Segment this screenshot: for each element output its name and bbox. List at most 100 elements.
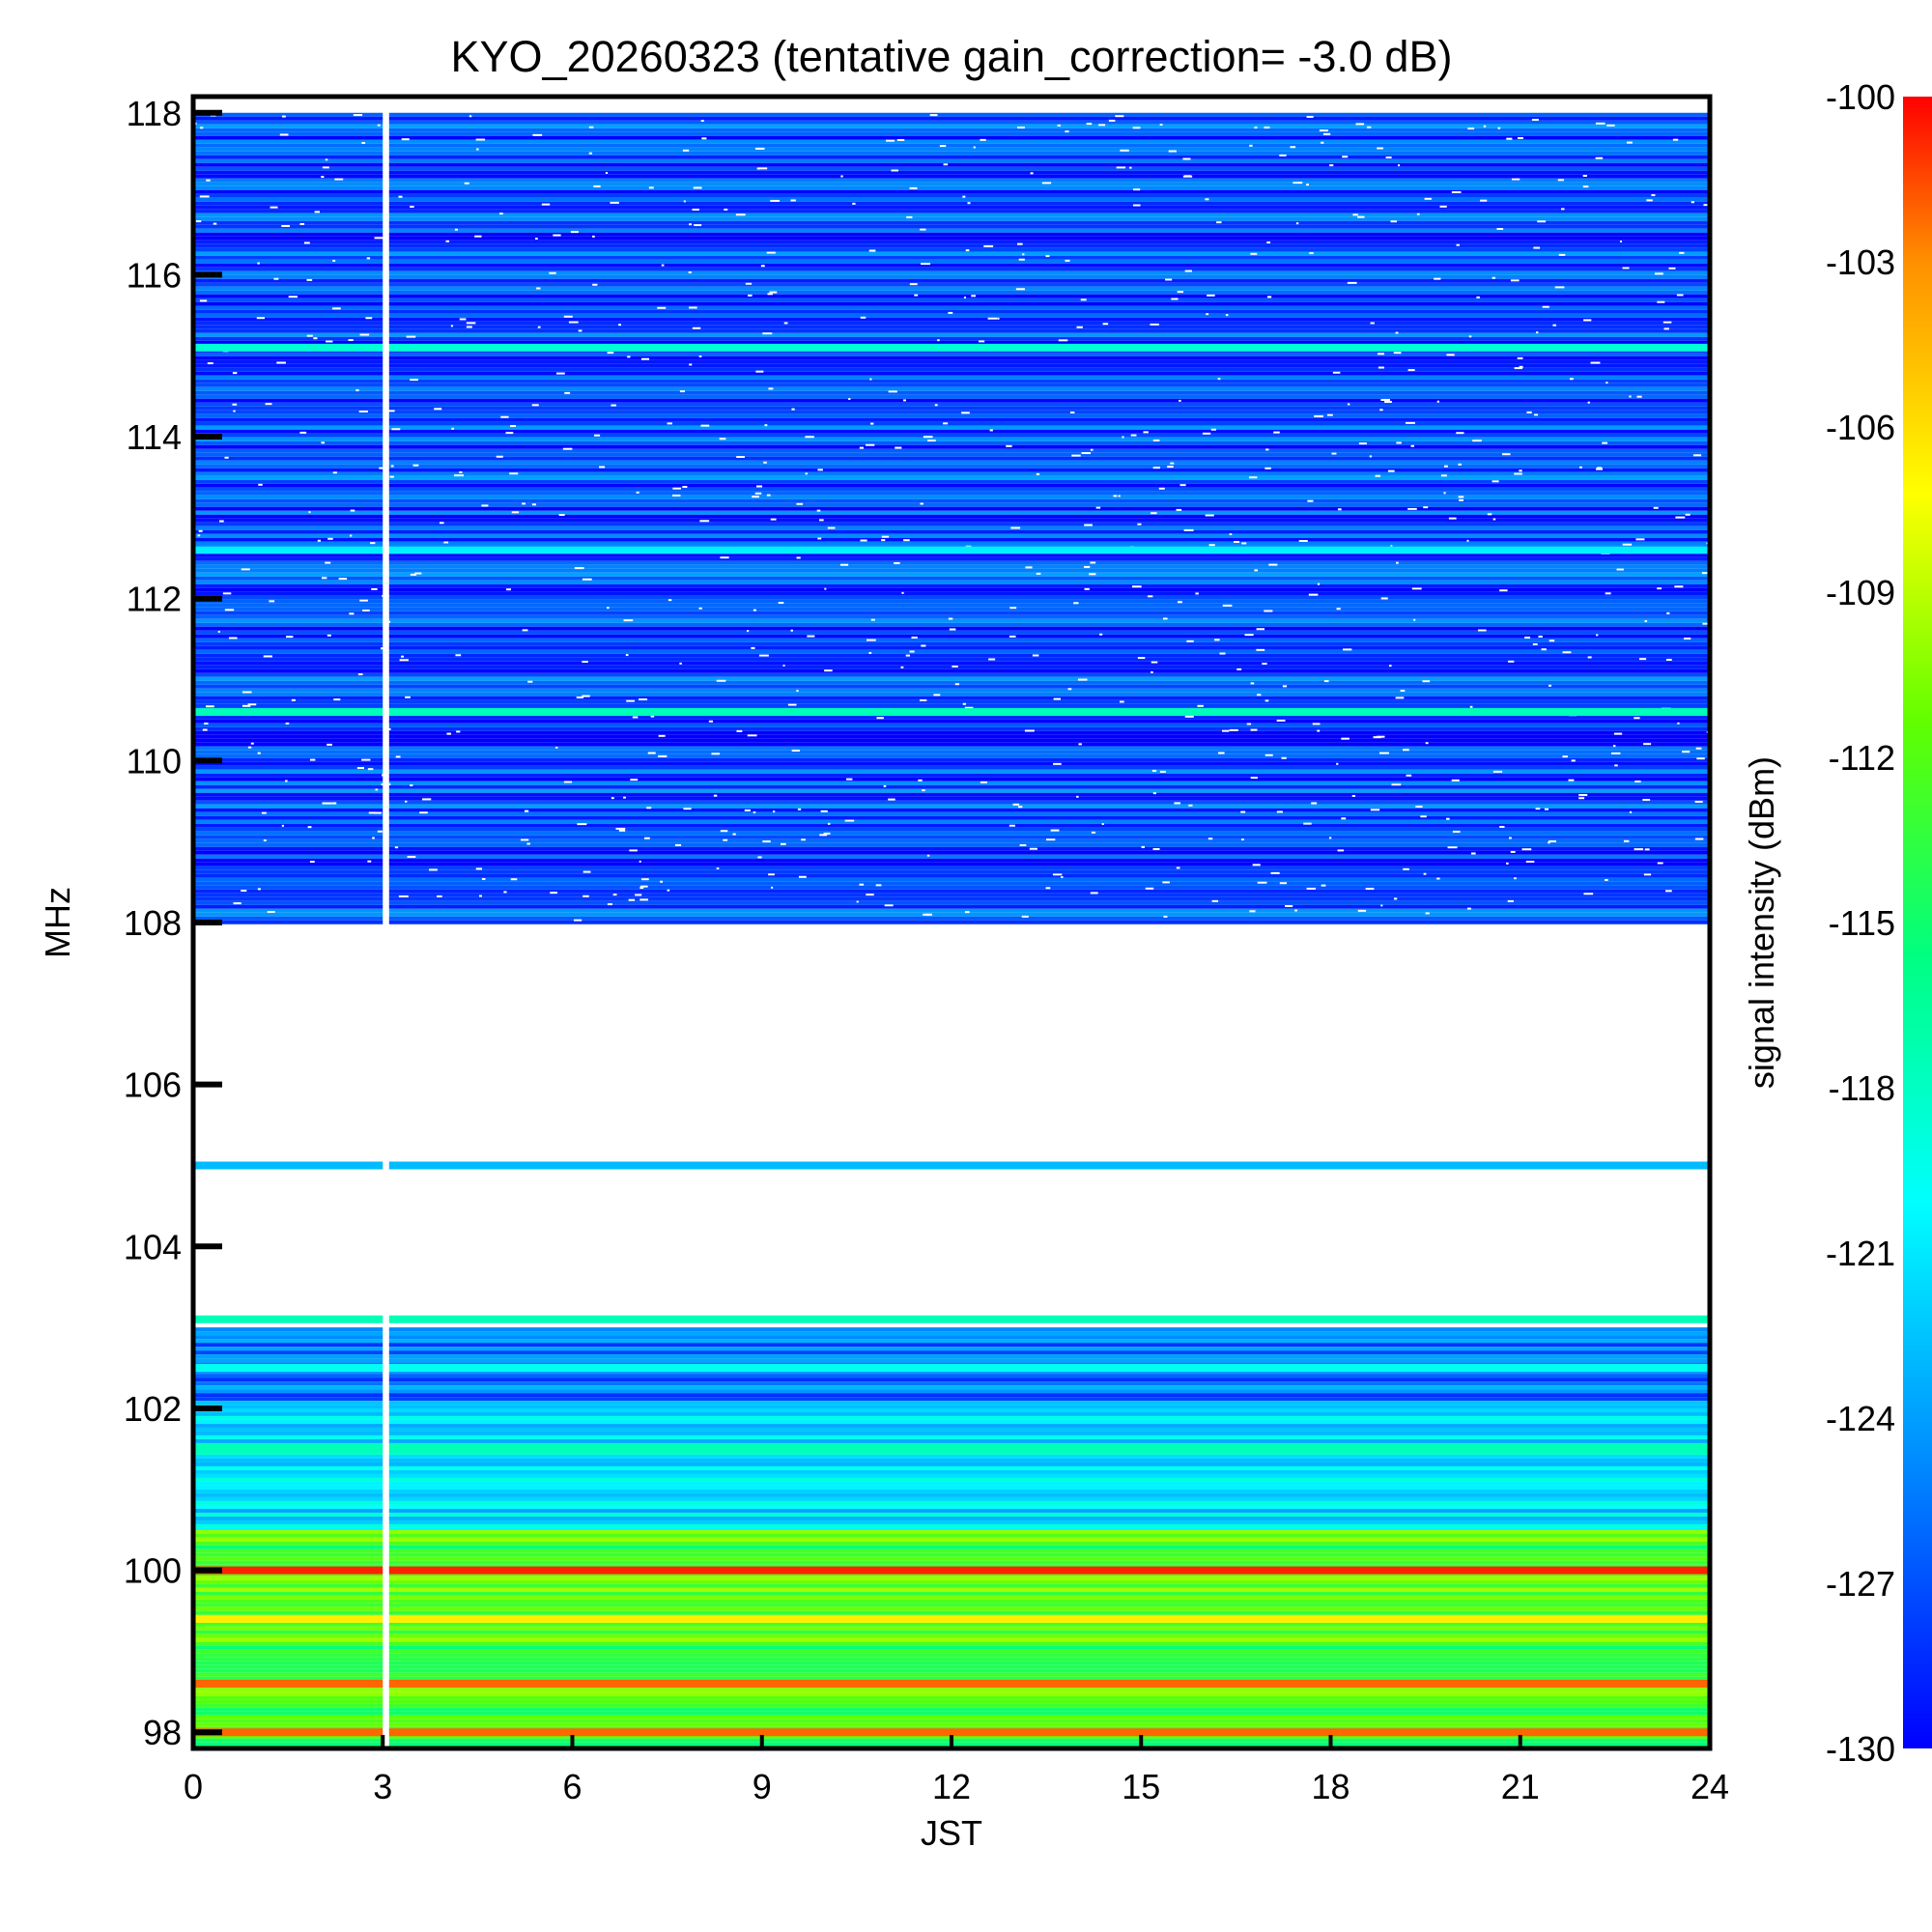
band-row [193, 580, 1710, 584]
noise-speckle [1413, 618, 1416, 621]
noise-speckle [782, 664, 785, 667]
noise-speckle [921, 644, 926, 647]
band-row [193, 375, 1710, 380]
noise-speckle [1369, 455, 1373, 458]
noise-speckle [1400, 689, 1406, 692]
noise-speckle [1298, 540, 1308, 543]
noise-speckle [1662, 321, 1672, 324]
noise-speckle [1323, 680, 1329, 683]
noise-speckle [954, 683, 960, 686]
noise-speckle [213, 222, 217, 225]
noise-speckle [689, 223, 692, 226]
noise-speckle [1676, 294, 1684, 297]
noise-speckle [688, 270, 692, 273]
noise-speckle [250, 742, 254, 745]
noise-speckle [1519, 365, 1523, 368]
noise-speckle [827, 526, 836, 529]
noise-speckle [1264, 610, 1273, 612]
band-row [193, 1407, 1710, 1412]
noise-speckle [1423, 872, 1427, 875]
noise-speckle [674, 843, 682, 846]
noise-speckle [503, 891, 507, 894]
noise-speckle [927, 440, 936, 442]
noise-speckle [500, 415, 509, 418]
noise-speckle [1268, 563, 1278, 566]
noise-speckle [1422, 680, 1431, 683]
band-row [193, 1393, 1710, 1398]
noise-speckle [1396, 441, 1402, 444]
noise-speckle [980, 781, 987, 783]
band-row [193, 170, 1710, 175]
noise-speckle [1108, 119, 1116, 122]
band-row [193, 734, 1710, 739]
noise-speckle [1176, 867, 1180, 869]
band-row [193, 1481, 1710, 1486]
noise-speckle [1281, 756, 1287, 759]
noise-speckle [375, 788, 379, 791]
noise-speckle [454, 228, 458, 231]
noise-speckle [350, 509, 355, 512]
noise-speckle [1519, 469, 1522, 472]
noise-speckle [1518, 136, 1524, 139]
band-row [193, 201, 1710, 206]
noise-speckle [643, 837, 650, 839]
noise-speckle [1411, 587, 1422, 590]
noise-speckle [233, 410, 236, 412]
band-row [193, 1576, 1710, 1580]
noise-speckle [865, 443, 875, 446]
noise-speckle [1456, 243, 1461, 246]
noise-speckle [332, 471, 337, 474]
noise-speckle [827, 822, 831, 825]
noise-speckle [1695, 747, 1702, 750]
noise-speckle [475, 867, 483, 870]
band-row [193, 1688, 1710, 1692]
noise-speckle [1646, 199, 1653, 202]
noise-speckle [466, 322, 476, 325]
noise-speckle [1423, 506, 1429, 509]
noise-speckle [1654, 272, 1663, 275]
noise-speckle [901, 591, 904, 594]
band-row [193, 402, 1710, 407]
noise-speckle [1148, 595, 1153, 598]
noise-speckle [1657, 587, 1662, 590]
noise-speckle [639, 860, 641, 863]
band-row [193, 611, 1710, 615]
noise-speckle [357, 673, 363, 676]
band-row [193, 390, 1710, 395]
noise-speckle [1050, 829, 1060, 832]
noise-speckle [888, 798, 895, 801]
noise-speckle [920, 698, 927, 701]
noise-speckle [668, 599, 672, 602]
noise-speckle [1446, 354, 1455, 356]
noise-speckle [1091, 831, 1095, 834]
noise-speckle [359, 599, 368, 602]
noise-speckle [299, 223, 305, 226]
noise-speckle [1595, 468, 1604, 470]
noise-speckle [905, 654, 910, 657]
noise-speckle [1557, 179, 1564, 182]
band-row [193, 352, 1710, 356]
band-row [193, 1661, 1710, 1665]
noise-speckle [886, 139, 895, 142]
band-row [193, 213, 1710, 217]
noise-speckle [241, 890, 247, 893]
noise-speckle [1459, 498, 1463, 501]
noise-speckle [636, 491, 639, 494]
noise-speckle [1150, 323, 1159, 326]
noise-speckle [626, 699, 635, 702]
noise-speckle [683, 808, 692, 810]
noise-speckle [314, 211, 321, 213]
noise-speckle [1343, 648, 1352, 651]
band-row [193, 216, 1710, 221]
band-row [193, 506, 1710, 511]
noise-speckle [1250, 252, 1258, 255]
noise-speckle [720, 830, 728, 833]
noise-speckle [1089, 573, 1096, 576]
noise-speckle [1402, 749, 1409, 752]
noise-speckle [1384, 401, 1392, 404]
noise-speckle [303, 242, 310, 244]
noise-speckle [1496, 227, 1504, 230]
noise-speckle [1690, 201, 1694, 204]
noise-speckle [1578, 466, 1582, 469]
band-row [193, 560, 1710, 565]
